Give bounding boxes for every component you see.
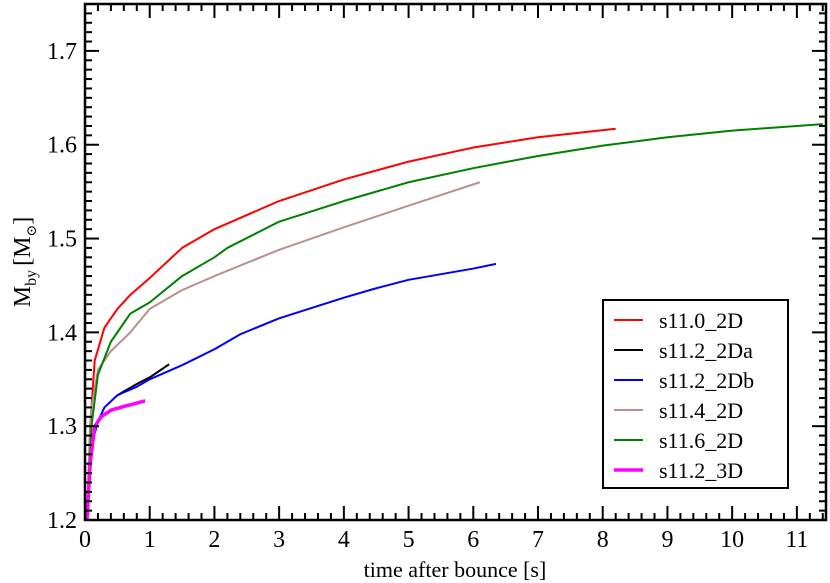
- x-tick-label: 11: [785, 527, 808, 553]
- legend-label: s11.2_3D: [659, 458, 743, 483]
- y-tick-label: 1.4: [47, 320, 77, 346]
- legend-label: s11.0_2D: [659, 308, 743, 333]
- series-line-s11.2_2Da: [116, 363, 170, 397]
- legend: s11.0_2D s11.2_2Da s11.2_2Db s11.4_2D s11.6_…: [602, 299, 789, 489]
- x-tick-label: 8: [597, 527, 609, 553]
- y-tick-label: 1.5: [47, 227, 77, 253]
- x-tick-label: 7: [532, 527, 544, 553]
- legend-label: s11.2_2Db: [659, 368, 754, 393]
- x-axis-label: time after bounce [s]: [364, 557, 547, 582]
- x-tick-label: 9: [661, 527, 673, 553]
- x-tick-label: 6: [467, 527, 479, 553]
- y-tick-label: 1.7: [47, 39, 77, 65]
- y-tick-label: 1.2: [47, 508, 77, 534]
- legend-box: [602, 299, 789, 489]
- x-tick-label: 10: [720, 527, 744, 553]
- series-line-s11.0_2D: [85, 127, 616, 521]
- x-tick-label: 0: [79, 527, 91, 553]
- x-tick-label: 5: [403, 527, 415, 553]
- y-axis-label: Mby[M⊙]: [10, 217, 40, 307]
- y-tick-label: 1.3: [47, 414, 77, 440]
- svg-text:Mby[M⊙]: Mby[M⊙]: [10, 217, 40, 307]
- plot-frame: [83, 2, 828, 522]
- x-tick-label: 2: [208, 527, 220, 553]
- series-line-s11.6_2D: [85, 123, 823, 521]
- series-line-s11.2_3D: [85, 399, 146, 521]
- y-tick-label: 1.6: [47, 133, 77, 159]
- series-line-s11.2_2Db: [87, 262, 497, 502]
- x-tick-label: 4: [338, 527, 350, 553]
- legend-label: s11.6_2D: [659, 428, 743, 453]
- x-tick-label: 1: [144, 527, 156, 553]
- legend-label: s11.2_2Da: [659, 338, 753, 363]
- x-tick-label: 3: [273, 527, 285, 553]
- legend-label: s11.4_2D: [659, 398, 743, 423]
- series-line-s11.4_2D: [87, 181, 481, 474]
